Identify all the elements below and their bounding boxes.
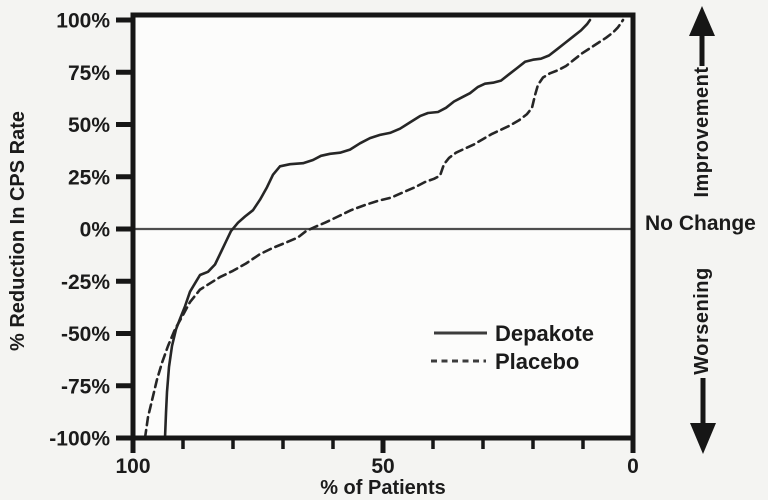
y-axis-title: % Reduction In CPS Rate xyxy=(7,111,29,351)
plot-area xyxy=(133,15,633,438)
improvement-label: Improvement xyxy=(691,66,713,197)
y-tick-label: -75% xyxy=(61,375,110,398)
y-tick-label: -25% xyxy=(61,271,110,294)
y-tick-label: 0% xyxy=(80,219,111,242)
right-annotations: Improvement No Change Worsening xyxy=(645,6,756,454)
y-tick-label: 25% xyxy=(68,166,110,189)
legend-label-depakote: Depakote xyxy=(495,321,594,346)
placebo-curve xyxy=(143,18,625,440)
y-tick-label: -100% xyxy=(49,428,110,451)
x-tick-label: 0 xyxy=(627,455,639,478)
x-axis-ticks: 100 50 0 xyxy=(115,440,639,478)
up-arrow-icon xyxy=(689,6,715,36)
worsening-label: Worsening xyxy=(691,267,713,374)
legend-label-placebo: Placebo xyxy=(495,349,579,374)
x-axis-title: % of Patients xyxy=(320,477,446,499)
legend: Depakote Placebo xyxy=(431,321,594,374)
data-curves xyxy=(143,18,625,440)
y-tick-label: 75% xyxy=(68,62,110,85)
depakote-curve xyxy=(163,18,592,440)
y-tick-label: 100% xyxy=(56,10,110,33)
y-axis-ticks: 100% 75% 50% 25% 0% -25% -50% -75% -100% xyxy=(49,10,131,451)
x-tick-label: 50 xyxy=(371,455,394,478)
y-tick-label: 50% xyxy=(68,114,110,137)
plot-border xyxy=(130,12,636,441)
y-tick-label: -50% xyxy=(61,323,110,346)
down-arrow-icon xyxy=(690,423,716,454)
x-tick-label: 100 xyxy=(115,455,150,478)
no-change-label: No Change xyxy=(645,212,756,235)
